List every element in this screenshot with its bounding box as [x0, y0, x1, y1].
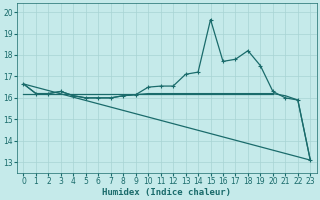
X-axis label: Humidex (Indice chaleur): Humidex (Indice chaleur)	[102, 188, 231, 197]
